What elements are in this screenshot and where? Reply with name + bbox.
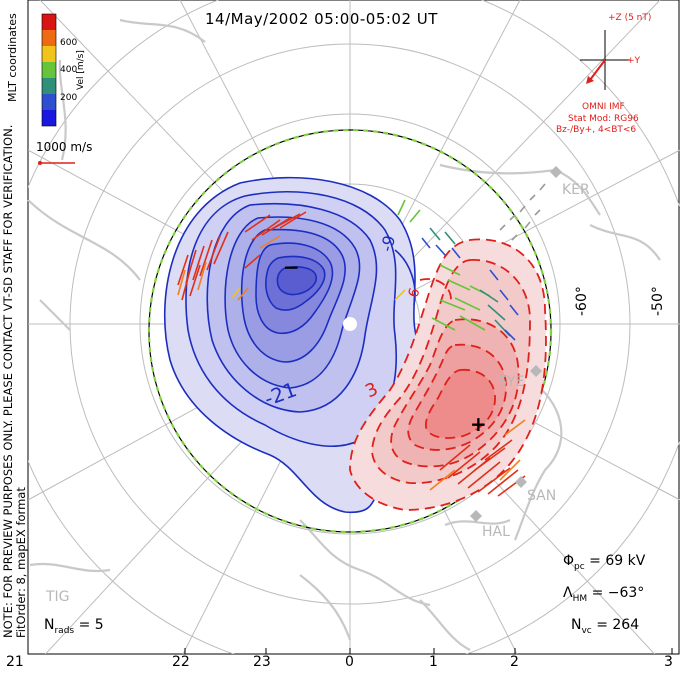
hm-boundary-latitude: ΛHM = −63° bbox=[563, 585, 644, 604]
colorbar-tick: 400 bbox=[60, 65, 78, 75]
phi-subscript: pc bbox=[574, 561, 585, 572]
colorbar-swatch bbox=[42, 46, 56, 62]
nrads-symbol: N bbox=[44, 617, 55, 633]
nvc-value: = 264 bbox=[596, 617, 640, 633]
colorbar-swatch bbox=[42, 62, 56, 78]
note-line-2: FitOrder: 8, mapEX format bbox=[14, 487, 28, 638]
potential-maximum-marker: + bbox=[470, 412, 487, 436]
lambda-subscript: HM bbox=[572, 593, 588, 604]
preview-note: NOTE: FOR PREVIEW PURPOSES ONLY. PLEASE … bbox=[1, 125, 28, 638]
nrads-value: = 5 bbox=[78, 617, 104, 633]
latitude-label: -50° bbox=[650, 286, 666, 316]
mlt-tick: 21 bbox=[6, 654, 24, 670]
colorbar-swatch bbox=[42, 78, 56, 94]
velocity-colorbar bbox=[41, 13, 57, 127]
imf-stat-mod: Stat Mod: RG96 bbox=[568, 114, 639, 124]
colorbar-swatch bbox=[42, 30, 56, 46]
map-title: 14/May/2002 05:00-05:02 UT bbox=[205, 10, 438, 28]
colorbar-swatch bbox=[42, 110, 56, 126]
phi-value: = 69 kV bbox=[589, 553, 646, 569]
lambda-value: = −63° bbox=[591, 585, 645, 601]
station-label: KER bbox=[562, 182, 590, 198]
vector-count: Nvc = 264 bbox=[571, 617, 639, 636]
phi-symbol: Φ bbox=[563, 553, 575, 569]
latitude-label: -60° bbox=[574, 286, 590, 316]
nvc-symbol: N bbox=[571, 617, 582, 633]
dawn-convection-cell bbox=[349, 238, 547, 511]
potential-minimum-marker: − bbox=[283, 255, 300, 279]
imf-clock bbox=[580, 30, 630, 90]
mlt-tick: 23 bbox=[253, 654, 271, 670]
mlt-tick: 2 bbox=[510, 654, 519, 670]
scale-vector-label: 1000 m/s bbox=[36, 140, 93, 154]
station-label: SAN bbox=[527, 488, 557, 504]
nvc-subscript: vc bbox=[581, 625, 592, 636]
imf-source: OMNI IMF bbox=[582, 102, 625, 112]
imf-condition: Bz-/By+, 4<BT<6 bbox=[556, 125, 637, 135]
station-label: HAL bbox=[482, 524, 510, 540]
coordinates-label: MLT coordinates bbox=[6, 13, 19, 102]
colorbar-label: Vel [m/s] bbox=[76, 50, 86, 90]
colorbar-swatch bbox=[42, 14, 56, 30]
station-markers bbox=[470, 166, 562, 522]
mlt-tick: 3 bbox=[664, 654, 673, 670]
pole-marker bbox=[343, 317, 357, 331]
nrads-subscript: rads bbox=[54, 625, 75, 636]
lambda-symbol: Λ bbox=[563, 585, 573, 601]
imf-y-label: +Y bbox=[627, 56, 641, 66]
mlt-tick: 1 bbox=[429, 654, 438, 670]
velocity-vectors bbox=[177, 183, 546, 497]
colorbar-swatch bbox=[42, 94, 56, 110]
mlt-tick: 22 bbox=[172, 654, 190, 670]
cross-polar-potential: Φpc = 69 kV bbox=[563, 553, 645, 572]
colorbar-tick: 200 bbox=[60, 93, 78, 103]
heppner-maynard-boundary bbox=[147, 128, 553, 534]
mlt-tick: 0 bbox=[345, 654, 354, 670]
dusk-convection-cell bbox=[163, 176, 421, 514]
station-label: TIG bbox=[46, 589, 70, 605]
imf-z-label: +Z (5 nT) bbox=[608, 13, 652, 23]
station-label: SYE bbox=[498, 374, 525, 390]
colorbar-tick: 600 bbox=[60, 38, 78, 48]
radar-count: Nrads = 5 bbox=[44, 617, 104, 636]
